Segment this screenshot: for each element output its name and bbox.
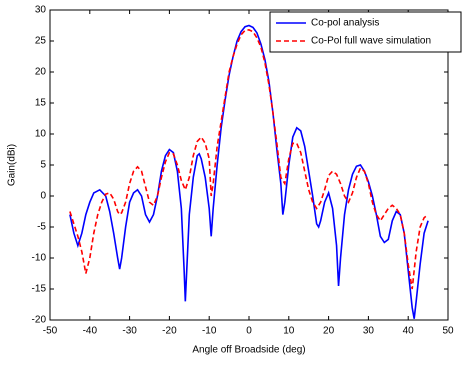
y-tick-label: 25 — [35, 36, 47, 47]
y-tick-label: 30 — [35, 5, 47, 16]
y-tick-label: 20 — [35, 67, 47, 78]
x-tick-label: 0 — [246, 326, 252, 337]
y-tick-label: 0 — [40, 191, 46, 202]
y-tick-label: -10 — [32, 253, 47, 264]
series-line — [69, 29, 429, 290]
y-axis-label: Gain(dBi) — [7, 144, 18, 186]
x-tick-label: -40 — [83, 326, 98, 337]
x-tick-label: 50 — [442, 326, 454, 337]
x-tick-label: -30 — [122, 326, 137, 337]
x-tick-label: 30 — [363, 326, 375, 337]
y-tick-label: 10 — [35, 129, 47, 140]
y-tick-label: 15 — [35, 98, 47, 109]
x-tick-label: 40 — [403, 326, 415, 337]
legend-label: Co-Pol full wave simulation — [311, 36, 431, 47]
y-tick-label: -15 — [32, 284, 47, 295]
legend-label: Co-pol analysis — [311, 18, 379, 29]
x-tick-label: 20 — [323, 326, 335, 337]
x-tick-label: -50 — [43, 326, 58, 337]
x-axis-label: Angle off Broadside (deg) — [192, 345, 305, 356]
x-tick-label: -10 — [202, 326, 217, 337]
x-tick-label: -20 — [162, 326, 177, 337]
y-tick-label: -5 — [37, 222, 46, 233]
y-tick-label: -20 — [32, 315, 47, 326]
x-tick-label: 10 — [283, 326, 295, 337]
plot-area — [49, 9, 449, 321]
y-tick-label: 5 — [40, 160, 46, 171]
legend-box — [269, 11, 462, 53]
